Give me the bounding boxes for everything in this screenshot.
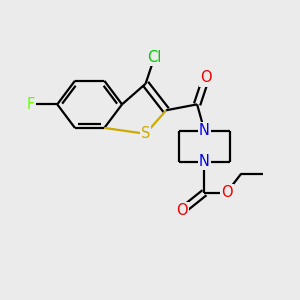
Text: F: F: [27, 97, 35, 112]
Text: N: N: [199, 123, 210, 138]
Text: O: O: [200, 70, 212, 86]
Text: O: O: [177, 203, 188, 218]
Text: O: O: [221, 185, 232, 200]
Text: S: S: [141, 126, 150, 141]
Text: N: N: [199, 154, 210, 169]
Text: Cl: Cl: [147, 50, 162, 65]
